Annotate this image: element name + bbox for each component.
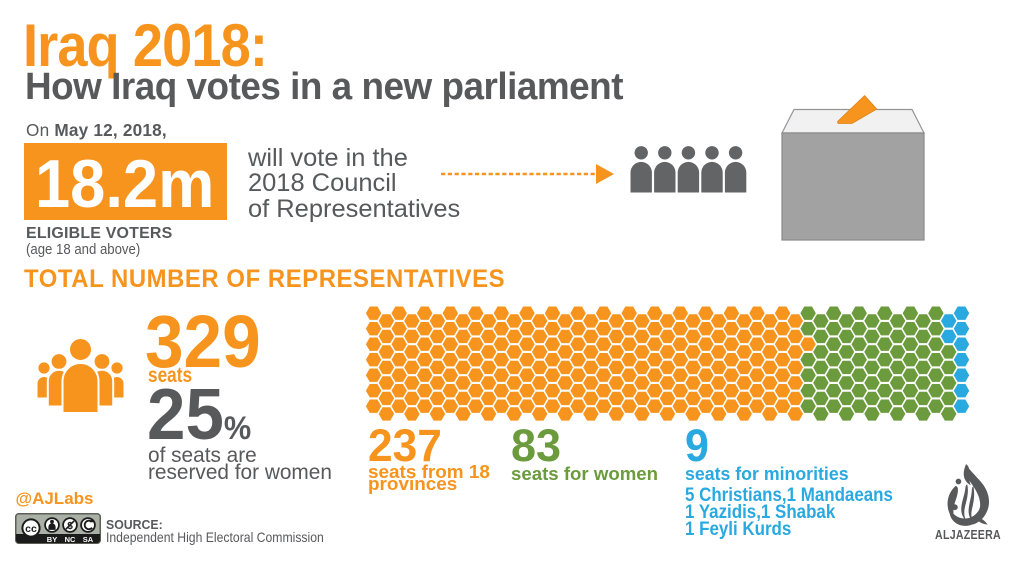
svg-text:cc: cc	[25, 523, 37, 535]
svg-text:BY: BY	[47, 535, 57, 544]
svg-text:ALJAZEERA: ALJAZEERA	[935, 529, 1001, 542]
svg-text:NC: NC	[65, 535, 76, 544]
svg-text:SA: SA	[83, 535, 94, 544]
svg-text:$: $	[67, 521, 73, 532]
